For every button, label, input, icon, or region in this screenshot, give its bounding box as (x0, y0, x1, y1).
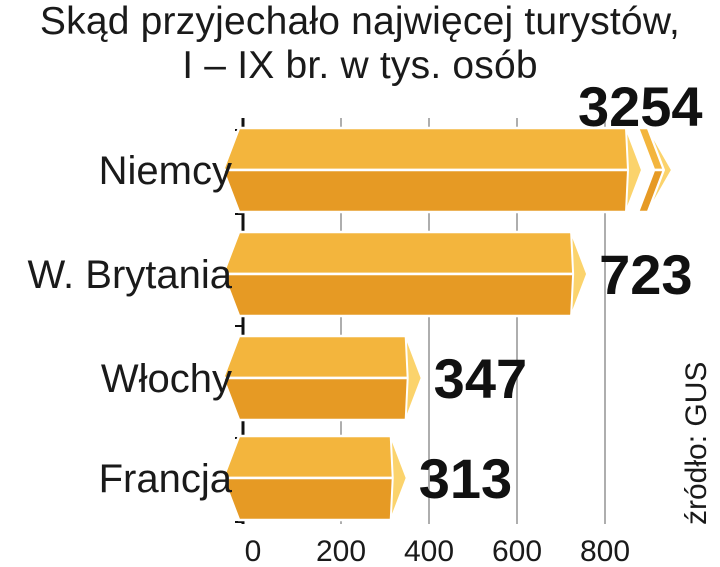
category-label: Niemcy (99, 149, 232, 193)
category-label: Włochy (101, 357, 232, 401)
x-tick-label: 800 (580, 535, 630, 567)
x-tick-label: 600 (492, 535, 542, 567)
data-label: 723 (599, 243, 692, 306)
category-label: W. Brytania (27, 253, 232, 297)
bar (221, 230, 589, 318)
labels: 0 200 400 600 800 Niemcy 3254 W. Brytania 723 Wło… (27, 75, 702, 567)
chart-title: Skąd przyjechało najwięcej turystów, (39, 0, 681, 43)
axis-break-segment (636, 126, 674, 214)
bar (221, 334, 424, 422)
data-label: 347 (434, 347, 527, 410)
bars (221, 126, 674, 522)
source-label: źródło: GUS (680, 362, 713, 525)
category-label: Francja (99, 457, 233, 501)
chart-subtitle: I – IX br. w tys. osób (182, 44, 538, 87)
bar (221, 126, 674, 214)
bar (221, 434, 409, 522)
x-tick-label: 0 (245, 535, 262, 567)
x-tick-label: 200 (316, 535, 366, 567)
data-label: 3254 (578, 75, 703, 138)
data-label: 313 (419, 447, 512, 510)
x-tick-label: 400 (404, 535, 454, 567)
